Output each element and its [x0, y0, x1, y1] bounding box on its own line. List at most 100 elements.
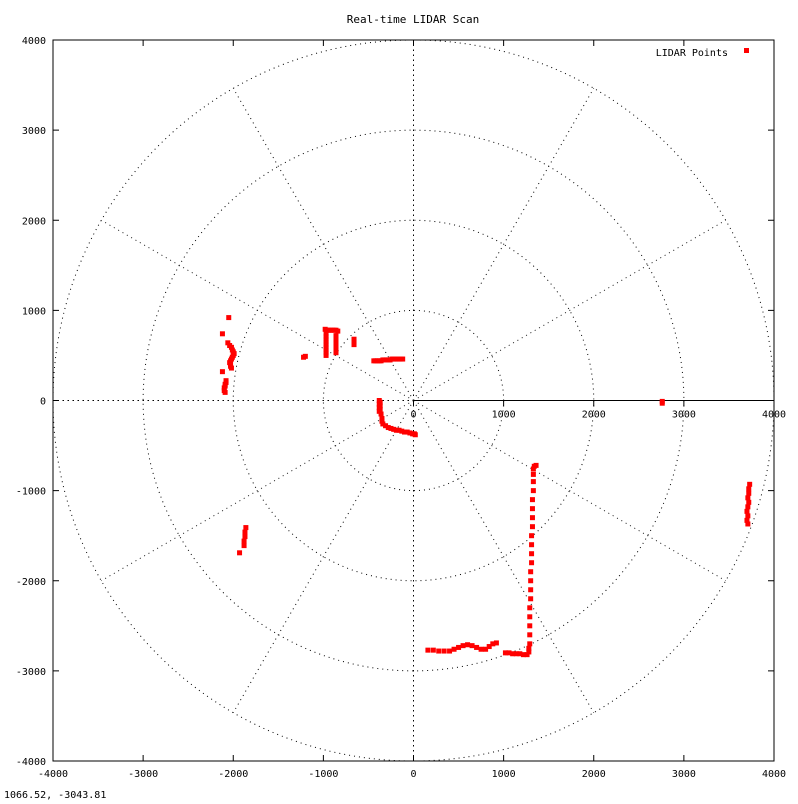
lidar-point	[401, 429, 407, 435]
lidar-point	[333, 350, 339, 356]
lidar-point	[529, 506, 535, 512]
lidar-point	[506, 650, 512, 656]
lidar-point	[478, 646, 484, 652]
lidar-point	[745, 504, 751, 510]
x-tick-label: -2000	[218, 769, 248, 780]
lidar-point	[323, 352, 329, 358]
lidar-point	[226, 315, 232, 321]
x-tick-label: 4000	[762, 769, 786, 780]
lidar-point	[528, 587, 534, 593]
lidar-point	[745, 495, 751, 501]
lidar-point	[526, 645, 532, 651]
chart-title: Real-time LIDAR Scan	[347, 13, 479, 26]
lidar-point	[335, 328, 341, 334]
lidar-point	[400, 356, 406, 362]
lidar-point	[524, 652, 530, 658]
polar-spoke	[101, 400, 414, 582]
y-tick-label: 3000	[22, 126, 46, 137]
lidar-point	[529, 497, 535, 503]
lidar-point	[745, 521, 751, 527]
polar-r-label: 0	[410, 410, 416, 421]
lidar-point	[243, 525, 249, 531]
lidar-point	[219, 369, 225, 375]
y-tick-label: -1000	[16, 487, 46, 498]
y-tick-label: 0	[40, 397, 46, 408]
lidar-point	[393, 427, 399, 433]
lidar-point	[520, 652, 526, 658]
lidar-point	[451, 646, 457, 652]
lidar-point	[380, 421, 386, 427]
lidar-point	[469, 643, 475, 649]
polar-r-label: 2000	[582, 410, 606, 421]
lidar-point	[517, 651, 523, 657]
lidar-point	[528, 569, 534, 575]
lidar-point	[486, 644, 492, 650]
lidar-point	[502, 650, 508, 656]
lidar-point	[493, 640, 499, 646]
lidar-point	[404, 429, 410, 435]
lidar-point	[436, 648, 442, 654]
lidar-point	[483, 646, 489, 652]
lidar-point	[412, 432, 418, 438]
lidar-point	[430, 647, 436, 653]
lidar-point	[228, 365, 234, 371]
lidar-point	[465, 642, 471, 648]
lidar-point	[399, 428, 405, 434]
x-tick-label: 2000	[582, 769, 606, 780]
lidar-point	[460, 643, 466, 649]
lidar-point	[323, 347, 329, 353]
lidar-point	[744, 508, 750, 514]
lidar-point	[333, 333, 339, 339]
lidar-point	[323, 331, 329, 337]
polar-spoke	[413, 88, 595, 401]
lidar-point	[323, 350, 329, 356]
polar-spoke	[413, 400, 595, 713]
lidar-point	[528, 596, 534, 602]
polar-spoke	[413, 400, 726, 582]
lidar-point	[529, 560, 535, 566]
lidar-point	[425, 647, 431, 653]
lidar-point	[456, 644, 462, 650]
lidar-point	[388, 425, 394, 431]
y-tick-label: 1000	[22, 306, 46, 317]
lidar-point	[219, 331, 225, 337]
lidar-point	[474, 644, 480, 650]
polar-r-label: 4000	[762, 410, 786, 421]
lidar-point	[407, 430, 413, 436]
y-tick-label: 4000	[22, 36, 46, 47]
y-tick-label: 2000	[22, 216, 46, 227]
x-tick-label: -3000	[128, 769, 158, 780]
lidar-point	[351, 339, 357, 345]
x-tick-label: 0	[410, 769, 416, 780]
axes: -4000 -3000 -2000 -1000 0 1000 2000 3000 4000 -40…	[16, 36, 786, 780]
legend-marker	[744, 48, 749, 53]
x-tick-label: -1000	[308, 769, 338, 780]
lidar-point	[242, 529, 248, 535]
lidar-point	[747, 481, 753, 487]
lidar-point	[745, 513, 751, 519]
lidar-point	[241, 543, 247, 549]
lidar-point	[323, 342, 329, 348]
lidar-point	[222, 389, 228, 395]
lidar-point	[228, 344, 234, 350]
polar-r-label: 3000	[672, 410, 696, 421]
lidar-point	[746, 499, 752, 505]
lidar-point	[225, 340, 231, 346]
lidar-point	[333, 340, 339, 346]
x-tick-label: 3000	[672, 769, 696, 780]
lidar-point	[513, 651, 519, 657]
coordinate-readout: 1066.52, -3043.81	[4, 790, 107, 801]
lidar-point	[527, 641, 533, 647]
lidar-point	[379, 416, 385, 422]
lidar-point	[530, 479, 536, 485]
lidar-point	[530, 488, 536, 494]
lidar-point	[529, 515, 535, 521]
polar-spoke	[232, 400, 414, 713]
lidar-point	[237, 550, 243, 556]
polar-spoke	[101, 219, 414, 401]
lidar-point	[529, 533, 535, 539]
y-tick-label: -2000	[16, 577, 46, 588]
lidar-points-series	[219, 315, 753, 658]
lidar-point	[744, 517, 750, 523]
